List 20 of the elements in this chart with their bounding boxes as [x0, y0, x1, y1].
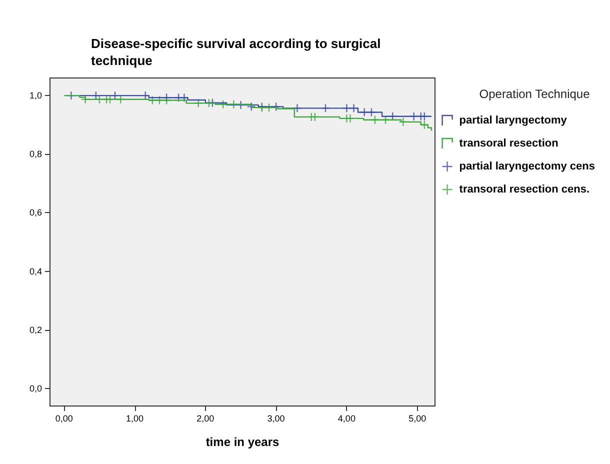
y-tick-label: 0,8: [29, 149, 42, 160]
legend-label: partial laryngectomy: [459, 114, 568, 126]
legend-label: transoral resection: [459, 138, 559, 150]
chart-title: Disease-specific survival according to surgical technique: [91, 36, 384, 68]
legend-label: transoral resection cens.: [459, 184, 590, 196]
legend-label: partial laryngectomy cens: [459, 160, 596, 172]
legend-title: Operation Technique: [479, 87, 590, 101]
x-axis-title: time in years: [206, 435, 280, 449]
y-tick-label: 0,2: [29, 324, 42, 335]
x-tick-label: 4,00: [338, 414, 356, 424]
y-tick-label: 0,0: [29, 383, 42, 394]
x-tick-label: 5,00: [408, 414, 426, 424]
y-tick-label: 0,6: [29, 208, 42, 218]
point: [246, 102, 256, 112]
y-tick-label: 0,4: [29, 266, 42, 276]
x-tick-label: 2,00: [196, 414, 214, 424]
x-tick-label: 1,00: [126, 414, 144, 424]
x-tick-label: 3,00: [267, 414, 285, 424]
x-tick-label: 0,00: [55, 414, 73, 424]
y-tick-label: 1,0: [29, 90, 42, 101]
